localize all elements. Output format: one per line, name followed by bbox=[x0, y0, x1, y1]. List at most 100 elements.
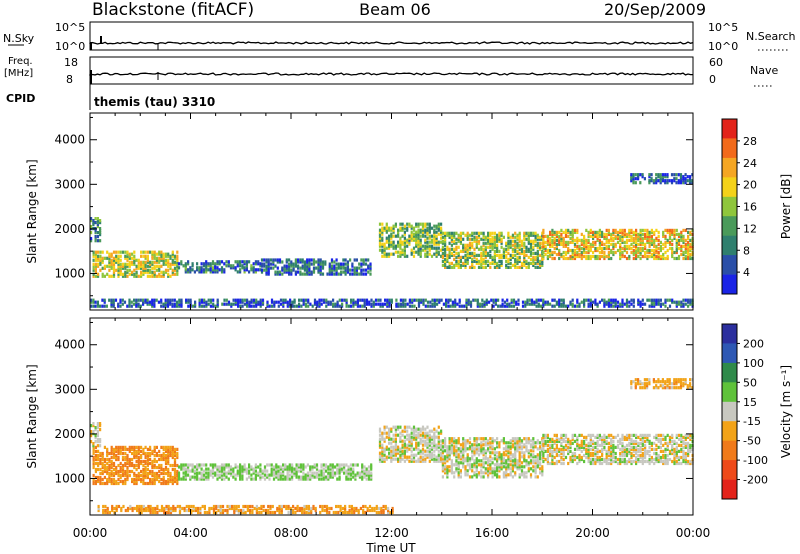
power-echo-cell bbox=[493, 231, 496, 235]
velocity-echo-cell bbox=[397, 449, 400, 453]
velocity-echo-cell bbox=[99, 481, 102, 486]
velocity-echo-cell bbox=[182, 477, 185, 481]
velocity-echo-cell bbox=[403, 459, 406, 463]
power-echo-cell bbox=[453, 247, 456, 251]
power-echo-cell bbox=[276, 260, 279, 264]
velocity-echo-cell bbox=[282, 471, 285, 475]
power-echo-cell bbox=[344, 262, 347, 266]
power-echo-cell bbox=[653, 242, 656, 246]
power-echo-cell bbox=[417, 236, 420, 240]
power-echo-cell bbox=[619, 304, 622, 308]
power-echo-cell bbox=[493, 261, 496, 265]
power-echo-cell bbox=[571, 228, 574, 232]
power-echo-cell bbox=[539, 235, 542, 239]
velocity-echo-cell bbox=[167, 447, 170, 451]
power-echo-cell bbox=[140, 250, 143, 254]
power-echo-cell bbox=[573, 304, 577, 308]
power-echo-cell bbox=[225, 302, 228, 306]
power-echo-cell bbox=[312, 268, 316, 272]
velocity-echo-cell bbox=[441, 459, 444, 463]
power-echo-cell bbox=[687, 246, 690, 251]
power-echo-cell bbox=[635, 250, 638, 255]
velocity-echo-cell bbox=[410, 435, 413, 439]
power-echo-cell bbox=[250, 304, 253, 308]
velocity-echo-cell bbox=[480, 445, 483, 449]
velocity-echo-cell bbox=[367, 469, 371, 473]
velocity-echo-cell bbox=[128, 457, 131, 462]
power-echo-cell bbox=[510, 298, 513, 302]
power-echo-cell bbox=[484, 241, 487, 245]
velocity-echo-cell bbox=[500, 461, 503, 465]
velocity-echo-cell bbox=[378, 433, 382, 437]
velocity-echo-cell bbox=[410, 457, 413, 461]
power-echo-cell bbox=[297, 264, 300, 268]
nave-tick-low: 0 bbox=[709, 73, 716, 86]
velocity-echo-cell bbox=[459, 447, 462, 451]
velocity-echo-cell bbox=[133, 479, 136, 484]
velocity-echo-cell bbox=[450, 459, 453, 463]
power-echo-cell bbox=[164, 252, 168, 256]
velocity-echo-cell bbox=[106, 479, 109, 484]
power-echo-cell bbox=[471, 259, 474, 263]
power-echo-cell bbox=[399, 222, 402, 226]
velocity-echo-cell bbox=[94, 457, 97, 462]
power-echo-cell bbox=[236, 260, 239, 264]
power-echo-cell bbox=[459, 231, 462, 235]
velocity-echo-cell bbox=[158, 469, 161, 474]
power-echo-cell bbox=[402, 300, 405, 304]
velocity-echo-cell bbox=[406, 455, 409, 459]
power-echo-cell bbox=[424, 224, 427, 228]
power-echo-cell bbox=[399, 254, 402, 258]
power-echo-cell bbox=[276, 266, 279, 270]
velocity-echo-cell bbox=[318, 473, 321, 477]
velocity-echo-cell bbox=[464, 467, 467, 471]
velocity-echo-cell bbox=[215, 504, 218, 509]
power-echo-cell bbox=[536, 255, 539, 259]
velocity-echo-cell bbox=[122, 504, 125, 509]
power-echo-cell bbox=[214, 264, 217, 268]
power-echo-cell bbox=[415, 250, 418, 254]
power-echo-cell bbox=[306, 270, 309, 274]
velocity-echo-cell bbox=[301, 510, 304, 515]
velocity-echo-cell bbox=[362, 510, 365, 515]
power-echo-cell bbox=[275, 300, 278, 304]
velocity-echo-cell bbox=[477, 447, 481, 451]
power-echo-cell bbox=[527, 263, 530, 267]
velocity-echo-cell bbox=[498, 467, 501, 471]
power-echo-cell bbox=[673, 232, 676, 236]
power-echo-cell bbox=[395, 298, 398, 302]
power-echo-cell bbox=[689, 181, 692, 185]
power-echo-cell bbox=[480, 261, 483, 265]
power-echo-cell bbox=[362, 268, 365, 272]
power-echo-cell bbox=[687, 234, 690, 238]
velocity-echo-cell bbox=[502, 451, 505, 455]
velocity-echo-cell bbox=[106, 465, 109, 470]
power-echo-cell bbox=[505, 263, 508, 267]
power-echo-cell bbox=[363, 300, 366, 304]
power-echo-cell bbox=[493, 257, 496, 261]
power-echo-cell bbox=[536, 243, 539, 247]
power-echo-cell bbox=[551, 250, 554, 255]
velocity-echo-cell bbox=[388, 437, 391, 441]
power-echo-cell bbox=[412, 234, 416, 238]
velocity-echo-cell bbox=[144, 459, 147, 464]
velocity-echo-cell bbox=[462, 447, 465, 451]
power-echo-cell bbox=[290, 272, 293, 276]
velocity-echo-cell bbox=[381, 451, 384, 455]
velocity-echo-cell bbox=[507, 449, 510, 453]
velocity-echo-cell bbox=[399, 457, 402, 461]
power-echo-cell bbox=[573, 254, 577, 259]
velocity-echo-cell bbox=[234, 477, 237, 481]
power-echo-cell bbox=[388, 238, 391, 242]
power-echo-cell bbox=[333, 266, 336, 270]
power-echo-cell bbox=[498, 255, 501, 259]
power-echo-cell bbox=[379, 298, 382, 302]
power-echo-cell bbox=[419, 234, 422, 238]
velocity-echo-cell bbox=[428, 449, 431, 453]
velocity-echo-cell bbox=[482, 475, 485, 479]
velocity-echo-cell bbox=[444, 437, 447, 441]
power-echo-cell bbox=[644, 246, 647, 251]
power-echo-cell bbox=[417, 232, 420, 236]
velocity-echo-cell bbox=[489, 471, 492, 475]
power-echo-cell bbox=[491, 245, 494, 249]
